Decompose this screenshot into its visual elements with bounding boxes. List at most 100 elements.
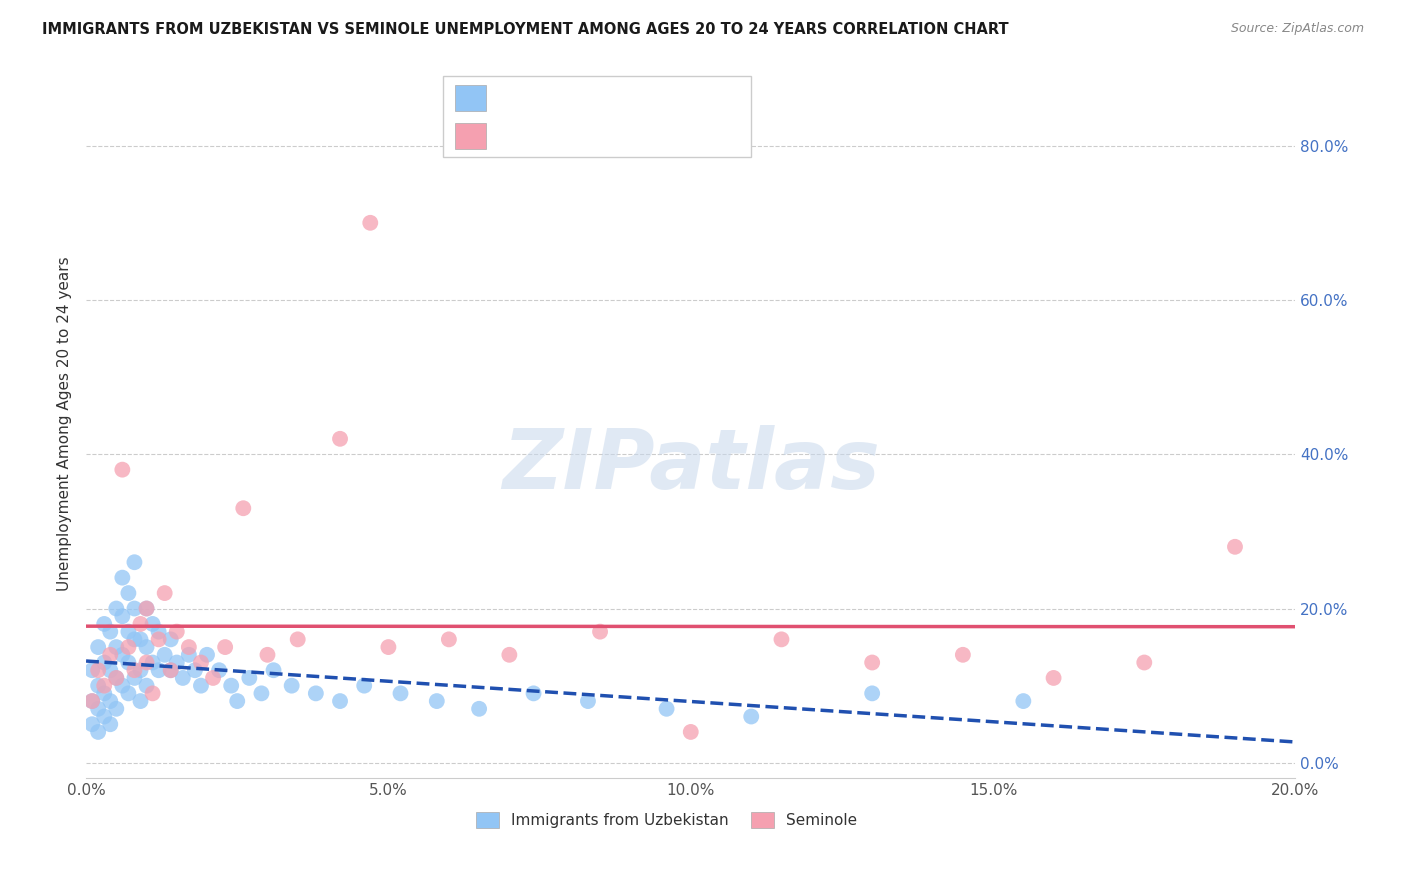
Text: ZIPatlas: ZIPatlas [502,425,880,507]
Point [1012,694,1035,708]
Point [98,694,121,708]
Point [111,463,134,477]
Point [124,671,146,685]
Point [177,640,200,654]
Point [153,586,176,600]
Point [93,679,115,693]
Point [98,624,121,639]
Point [93,686,115,700]
Point [208,663,231,677]
Text: IMMIGRANTS FROM UZBEKISTAN VS SEMINOLE UNEMPLOYMENT AMONG AGES 20 TO 24 YEARS CO: IMMIGRANTS FROM UZBEKISTAN VS SEMINOLE U… [42,22,1010,37]
Point [117,640,139,654]
Point [359,216,381,230]
Point [498,648,520,662]
Point [98,663,121,677]
Point [437,632,460,647]
Point [426,694,449,708]
Point [329,432,352,446]
Point [184,663,207,677]
Point [952,648,974,662]
Point [82,717,104,731]
Point [135,656,157,670]
Point [148,663,170,677]
Point [105,671,128,685]
Point [232,501,254,516]
Point [111,609,134,624]
Y-axis label: Unemployment Among Ages 20 to 24 years: Unemployment Among Ages 20 to 24 years [58,256,72,591]
Text: Source: ZipAtlas.com: Source: ZipAtlas.com [1230,22,1364,36]
Point [280,679,302,693]
Point [190,656,212,670]
Point [770,632,793,647]
Point [87,702,110,716]
Point [153,648,176,662]
Point [105,702,128,716]
Point [287,632,309,647]
Point [93,616,115,631]
Point [129,663,152,677]
Point [87,640,110,654]
Point [305,686,328,700]
Point [142,656,165,670]
Point [214,640,236,654]
Point [226,694,249,708]
Point [111,679,134,693]
Point [655,702,678,716]
Point [256,648,278,662]
Point [377,640,399,654]
Point [105,671,128,685]
Point [589,624,612,639]
Point [142,616,165,631]
Point [148,624,170,639]
Point [135,601,157,615]
Point [135,679,157,693]
Point [159,632,181,647]
Point [159,663,181,677]
Point [740,709,762,723]
Point [117,624,139,639]
Point [177,648,200,662]
Point [129,616,152,631]
Legend: Immigrants from Uzbekistan, Seminole: Immigrants from Uzbekistan, Seminole [470,806,863,834]
Point [87,679,110,693]
Point [87,725,110,739]
Point [111,571,134,585]
Point [576,694,599,708]
Point [124,555,146,569]
Point [148,632,170,647]
Point [1133,656,1156,670]
Point [105,601,128,615]
Point [263,663,285,677]
Point [82,663,104,677]
Point [98,717,121,731]
Point [238,671,260,685]
Point [117,656,139,670]
Point [111,648,134,662]
Point [98,648,121,662]
Point [105,640,128,654]
Point [1042,671,1064,685]
Point [129,632,152,647]
Point [860,686,883,700]
Point [190,679,212,693]
Point [82,694,104,708]
Point [860,656,883,670]
Point [93,656,115,670]
Point [329,694,352,708]
Point [82,694,104,708]
Point [93,709,115,723]
Point [142,686,165,700]
Point [159,663,181,677]
Point [117,586,139,600]
Point [135,601,157,615]
Point [195,648,218,662]
Point [250,686,273,700]
Point [166,656,188,670]
Point [389,686,412,700]
Point [129,694,152,708]
Point [166,624,188,639]
Point [117,686,139,700]
Point [124,663,146,677]
Point [124,601,146,615]
Point [135,640,157,654]
